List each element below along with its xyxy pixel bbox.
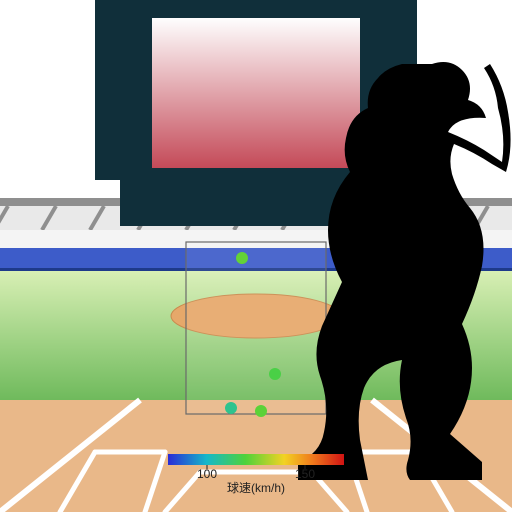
pitch-marker	[236, 252, 248, 264]
legend-tick-label: 150	[295, 467, 315, 481]
strike-zone	[186, 242, 326, 414]
pitch-marker	[225, 402, 237, 414]
pitch-marker	[255, 405, 267, 417]
legend-tick-label: 100	[197, 467, 217, 481]
scoreboard-screen	[152, 18, 360, 168]
pitch-location-chart: 100 150 球速(km/h)	[0, 0, 512, 512]
legend-label: 球速(km/h)	[227, 481, 285, 495]
pitch-marker	[269, 368, 281, 380]
speed-legend-bar	[168, 454, 344, 465]
